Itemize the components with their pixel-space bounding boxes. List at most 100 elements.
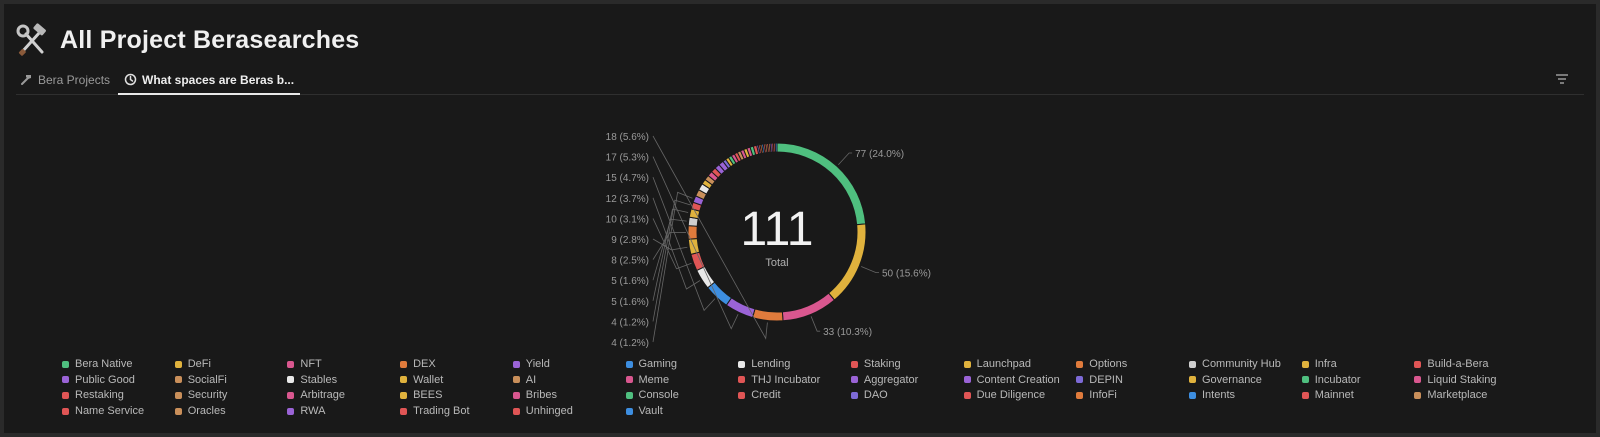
- legend-item-restaking[interactable]: Restaking: [62, 389, 124, 401]
- legend-item-ai[interactable]: AI: [512, 374, 536, 386]
- legend-swatch: [963, 376, 971, 384]
- legend-swatch: [400, 376, 408, 384]
- legend-label: Security: [187, 389, 228, 402]
- legend-item-trading-bot[interactable]: Trading Bot: [400, 405, 470, 417]
- legend-label: Unhinged: [525, 405, 573, 418]
- legend-label: Infra: [1314, 358, 1337, 370]
- data-label-leader: [652, 218, 687, 281]
- legend-item-options[interactable]: Options: [1076, 358, 1127, 370]
- legend-swatch: [1076, 376, 1084, 384]
- data-label: 50 (15.6%): [882, 269, 931, 280]
- legend-swatch: [1301, 360, 1309, 368]
- legend-swatch: [738, 376, 746, 384]
- legend-item-aggregator[interactable]: Aggregator: [850, 373, 919, 386]
- legend-item-name-service[interactable]: Name Service: [62, 405, 144, 417]
- legend-item-governance[interactable]: Governance: [1189, 374, 1262, 386]
- legend-item-credit[interactable]: Credit: [738, 389, 781, 401]
- legend-item-dex[interactable]: DEX: [400, 358, 436, 370]
- legend-item-unhinged[interactable]: Unhinged: [512, 405, 573, 418]
- legend-item-gaming[interactable]: Gaming: [625, 358, 677, 370]
- legend-label: Console: [638, 389, 679, 402]
- legend-item-incubator[interactable]: Incubator: [1301, 373, 1361, 386]
- legend-item-security[interactable]: Security: [174, 389, 228, 402]
- donut-slice-lending[interactable]: [696, 265, 716, 289]
- data-label: 4 (1.2%): [611, 317, 649, 328]
- legend-swatch: [512, 407, 520, 415]
- filter-icon[interactable]: [1554, 72, 1570, 86]
- legend-label: Meme: [638, 373, 670, 386]
- data-label: 77 (24.0%): [855, 149, 904, 160]
- hammer-and-wrench-icon: [14, 22, 50, 58]
- legend-item-public-good[interactable]: Public Good: [62, 374, 135, 386]
- legend-label: Mainnet: [1314, 389, 1354, 402]
- legend-swatch: [287, 407, 295, 415]
- data-label-leader: [652, 135, 768, 340]
- legend-item-lending[interactable]: Lending: [738, 358, 790, 370]
- legend-item-marketplace[interactable]: Marketplace: [1414, 389, 1487, 401]
- legend-label: Incubator: [1314, 373, 1361, 386]
- legend-swatch: [1414, 391, 1422, 399]
- donut-slice-dex[interactable]: [751, 308, 784, 322]
- legend-label: Aggregator: [863, 373, 919, 386]
- legend-item-oracles[interactable]: Oracles: [174, 405, 226, 417]
- tab-bera-projects[interactable]: Bera Projects: [20, 66, 110, 93]
- legend-item-yield[interactable]: Yield: [512, 358, 550, 370]
- legend-item-meme[interactable]: Meme: [625, 373, 670, 386]
- legend-item-dao[interactable]: DAO: [850, 389, 888, 401]
- legend-item-launchpad[interactable]: Launchpad: [963, 358, 1031, 370]
- legend-item-depin[interactable]: DEPIN: [1076, 374, 1123, 386]
- donut-slice-nft[interactable]: [781, 292, 836, 322]
- legend-label: Governance: [1202, 373, 1262, 386]
- data-label: 4 (1.2%): [611, 338, 649, 349]
- legend-item-arbitrage[interactable]: Arbitrage: [287, 389, 345, 401]
- legend-item-build-a-bera[interactable]: Build-a-Bera: [1414, 358, 1489, 370]
- legend-item-bribes[interactable]: Bribes: [512, 389, 557, 401]
- page-title: All Project Berasearches: [60, 25, 360, 54]
- legend-item-wallet[interactable]: Wallet: [400, 374, 443, 386]
- legend-item-bera-native[interactable]: Bera Native: [62, 358, 132, 370]
- data-label-leader: [810, 316, 821, 332]
- legend-item-infofi[interactable]: InfoFi: [1076, 389, 1117, 401]
- legend-label: Marketplace: [1427, 389, 1488, 402]
- data-label: 5 (1.6%): [611, 276, 649, 287]
- legend-item-content-creation[interactable]: Content Creation: [963, 374, 1060, 386]
- legend-swatch: [174, 376, 182, 384]
- legend-label: SocialFi: [187, 373, 227, 386]
- legend-item-staking[interactable]: Staking: [850, 358, 901, 370]
- data-label: 8 (2.5%): [611, 256, 649, 267]
- legend-item-bees[interactable]: BEES: [400, 389, 442, 401]
- legend-swatch: [850, 376, 858, 384]
- legend-item-mainnet[interactable]: Mainnet: [1301, 389, 1354, 402]
- donut-slice-defi[interactable]: [827, 223, 867, 301]
- tab-what-spaces[interactable]: What spaces are Beras b...: [117, 66, 301, 95]
- legend-item-infra[interactable]: Infra: [1301, 358, 1337, 370]
- legend-item-nft[interactable]: NFT: [287, 358, 322, 370]
- data-label-leader: [652, 199, 691, 322]
- legend-label: Due Diligence: [976, 389, 1046, 402]
- data-label: 17 (5.3%): [606, 153, 649, 164]
- legend-item-vault[interactable]: Vault: [625, 405, 663, 418]
- legend-item-due-diligence[interactable]: Due Diligence: [963, 389, 1046, 402]
- legend-item-stables[interactable]: Stables: [287, 374, 337, 386]
- legend-item-defi[interactable]: DeFi: [174, 358, 211, 370]
- legend-label: Vault: [638, 405, 663, 418]
- center-total-label: Total: [765, 257, 788, 269]
- legend-item-socialfi[interactable]: SocialFi: [174, 373, 227, 386]
- donut-slice-vault[interactable]: [774, 142, 778, 153]
- legend-item-community-hub[interactable]: Community Hub: [1189, 358, 1281, 370]
- legend-item-thj-incubator[interactable]: THJ Incubator: [738, 374, 820, 386]
- legend-item-liquid-staking[interactable]: Liquid Staking: [1414, 374, 1497, 386]
- legend-swatch: [287, 391, 295, 399]
- legend-swatch: [1301, 376, 1309, 384]
- page-header: All Project Berasearches: [14, 18, 359, 62]
- data-label: 33 (10.3%): [823, 327, 872, 338]
- legend-item-intents[interactable]: Intents: [1189, 389, 1235, 401]
- donut-slice-yield[interactable]: [725, 297, 756, 319]
- legend-label: RWA: [300, 405, 326, 418]
- data-label: 9 (2.8%): [611, 235, 649, 246]
- legend-swatch: [62, 391, 69, 399]
- legend-swatch: [963, 391, 971, 399]
- legend-label: Bera Native: [75, 358, 133, 370]
- legend-item-console[interactable]: Console: [625, 389, 679, 402]
- legend-item-rwa[interactable]: RWA: [287, 405, 325, 417]
